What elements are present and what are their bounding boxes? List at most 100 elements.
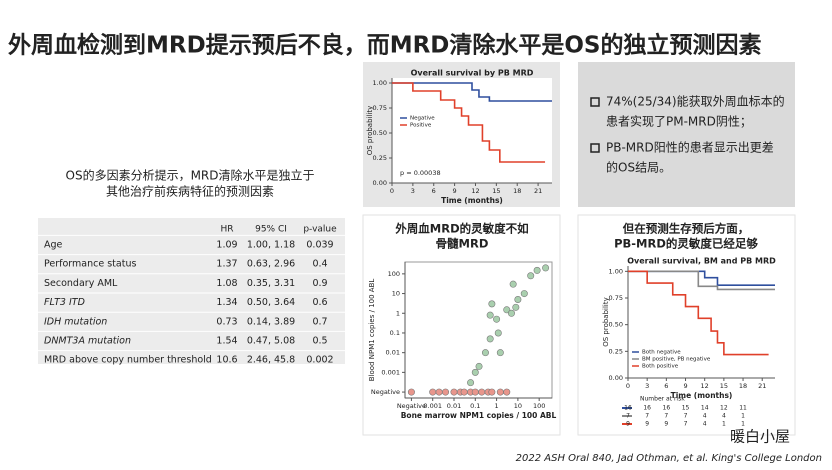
y-tick-label: 1.00 (373, 79, 387, 87)
risk-count: 11 (739, 405, 747, 412)
y-tick-label: 100 (388, 270, 400, 278)
y-tick-label: 0.1 (390, 329, 400, 337)
km-line (392, 82, 546, 163)
risk-count: 4 (722, 413, 726, 420)
table-header: HR (220, 225, 233, 235)
panel-heading: 外周血MRD的灵敏度不如 (394, 222, 528, 236)
y-tick-label: 0.001 (381, 368, 400, 376)
risk-count: 4 (703, 421, 707, 428)
table-cell: 0.50, 3.64 (247, 297, 295, 308)
km-line (628, 270, 769, 356)
plot-title: Overall survival, BM and PB MRD (627, 257, 776, 266)
y-tick-label: 1.00 (609, 267, 623, 275)
risk-count: 1 (741, 413, 745, 420)
scatter-point (475, 362, 483, 370)
scatter-point (493, 315, 501, 323)
risk-count: 12 (720, 405, 728, 412)
scatter-point (503, 388, 511, 396)
table-panel (38, 218, 345, 364)
table-cell: 1.37 (216, 259, 237, 270)
legend-label: Both negative (642, 350, 681, 356)
risk-count: 14 (701, 405, 709, 412)
row-label: Performance status (44, 259, 136, 270)
scatter-point (450, 388, 458, 396)
scatter-point (527, 272, 535, 280)
y-tick-label: 0.25 (373, 154, 387, 162)
table-cell: 2.46, 45.8 (247, 355, 295, 366)
y-axis-label: Blood NPM1 copies / 100 ABL (368, 279, 376, 382)
slide-title: 外周血检测到MRD提示预后不良，而MRD清除水平是OS的独立预测因素 (8, 32, 762, 59)
x-tick-label: 15 (492, 187, 500, 195)
scatter-point (503, 306, 511, 314)
scatter-point (520, 290, 528, 298)
x-tick-label: 15 (720, 382, 728, 390)
watermark: 暖白小屋 (730, 428, 790, 446)
bullet-mark (590, 97, 600, 107)
panel-heading: PB-MRD的灵敏度已经足够 (614, 237, 758, 251)
x-tick-label: 3 (645, 382, 649, 390)
risk-count: 15 (682, 405, 690, 412)
plot-area (392, 78, 552, 183)
x-tick-label: 12 (701, 382, 709, 390)
panel-heading: 骨髓MRD (436, 237, 489, 251)
y-tick-label: 0.75 (609, 294, 623, 302)
scatter-point (460, 388, 468, 396)
risk-count: 16 (624, 405, 632, 412)
x-tick-label: 0.01 (447, 402, 461, 410)
table-cell: 0.002 (306, 355, 333, 366)
scatter-point (509, 280, 517, 288)
row-label: IDH mutation (44, 316, 107, 327)
risk-count: 9 (664, 421, 668, 428)
scatter-point (407, 388, 415, 396)
row-label: Secondary AML (44, 278, 118, 289)
note-line: OS的多因素分析提示，MRD清除水平是独立于 (66, 168, 315, 183)
table-cell: 0.35, 3.31 (247, 278, 295, 289)
y-tick-label: 0.25 (609, 347, 623, 355)
risk-count: 7 (684, 421, 688, 428)
x-tick-label: 21 (758, 382, 766, 390)
y-axis-label: OS probability (602, 297, 610, 347)
x-tick-label: 0.1 (470, 402, 480, 410)
risk-count: 1 (741, 421, 745, 428)
km-line (628, 270, 775, 291)
scatter-point (486, 311, 494, 319)
risk-title: Number at risk (640, 396, 685, 403)
plot-area (404, 261, 553, 399)
p-value: p = 0.00038 (400, 169, 441, 177)
x-tick-label: 3 (411, 187, 415, 195)
x-tick-label: 18 (513, 187, 521, 195)
table-cell: 0.73 (216, 316, 237, 327)
risk-count: 7 (664, 413, 668, 420)
plot-title: Overall survival by PB MRD (411, 69, 534, 78)
x-tick-label: 0.001 (423, 402, 442, 410)
risk-count: 16 (663, 405, 671, 412)
panel-heading: 但在预测生存预后方面， (622, 222, 750, 236)
bullet-text: 的OS结局。 (606, 160, 671, 175)
table-cell: 0.14, 3.89 (247, 316, 295, 327)
table-cell: 0.47, 5.08 (247, 336, 295, 347)
legend-label: Negative (410, 116, 435, 122)
table-header: p-value (303, 225, 337, 235)
scatter-point (442, 388, 450, 396)
scatter-point (507, 309, 515, 317)
y-tick-label: 1 (396, 309, 400, 317)
x-tick-label: 10 (514, 402, 522, 410)
x-tick-label: Negative (397, 402, 426, 410)
note-line: 其他治疗前疾病特征的预测因素 (106, 184, 274, 199)
footer: 2022 ASH Oral 840, Jad Othman, et al. Ki… (516, 453, 822, 464)
y-tick-label: 0.50 (609, 321, 623, 329)
scatter-point (435, 388, 443, 396)
table-cell: 1.08 (216, 278, 237, 289)
table-cell: 10.6 (216, 355, 237, 366)
x-axis-label: Time (months) (441, 196, 503, 205)
table-cell: 0.039 (306, 240, 333, 251)
scatter-point (481, 349, 489, 357)
bullet-text: PB-MRD阳性的患者显示出更差 (606, 140, 774, 155)
y-tick-label: 0.01 (386, 349, 400, 357)
scatter-point (514, 295, 522, 303)
risk-count: 7 (645, 413, 649, 420)
table-cell: 0.6 (312, 297, 327, 308)
x-tick-label: 12 (471, 187, 479, 195)
row-label: FLT3 ITD (44, 297, 85, 308)
